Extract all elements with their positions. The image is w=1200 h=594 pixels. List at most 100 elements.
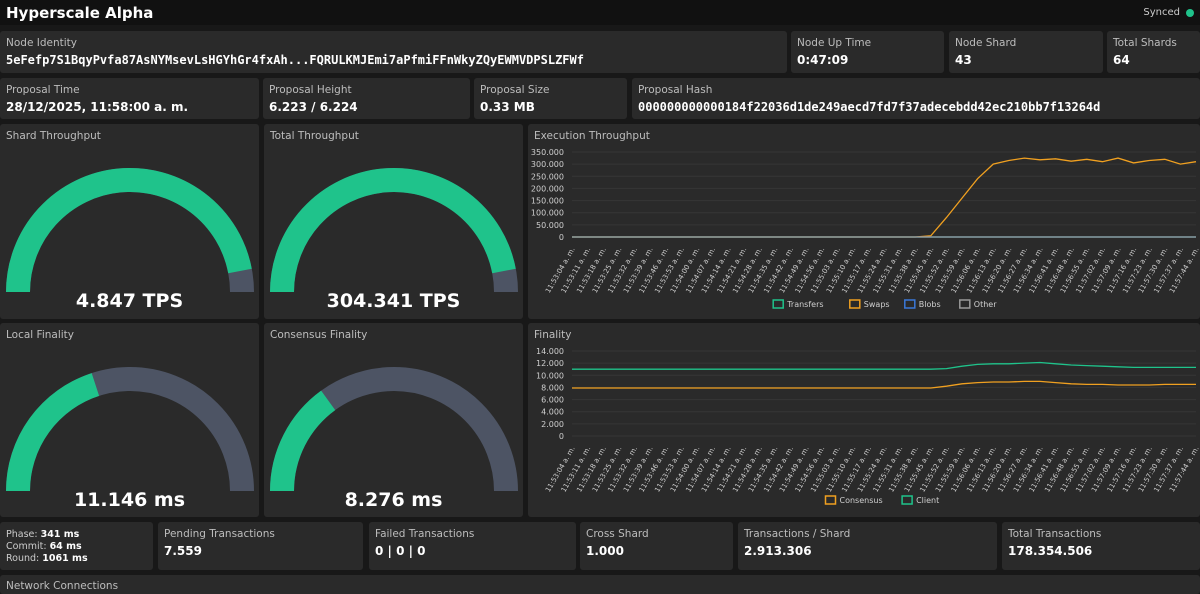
consensus-finality-label: Consensus Finality [270,329,368,341]
shard-throughput-value: 4.847 TPS [75,290,184,312]
y-tick-label: 100.000 [531,209,564,218]
gauge-fill [6,167,252,293]
commit-value: 64 ms [49,541,82,552]
cross-shard-label: Cross Shard [586,528,649,540]
shard-throughput-label: Shard Throughput [6,130,101,142]
legend-swatch [904,299,916,309]
sync-status: Synced [1143,7,1194,18]
y-tick-label: 8.000 [541,383,564,392]
proposal-time-value: 28/12/2025, 11:58:00 a. m. [6,100,189,114]
total-throughput-gauge [270,167,518,293]
total-transactions-panel: Total Transactions 178.354.506 [1002,522,1200,570]
execution-throughput-chart: 350.000 300.000 250.000 200.000 150.000 100.0… [531,148,1200,309]
y-tick-label: 0 [559,432,564,441]
y-tick-label: 150.000 [531,197,564,206]
y-tick-label: 12.000 [536,359,564,368]
round-value: 1061 ms [42,553,88,564]
top-bar: Hyperscale Alpha Synced [0,0,1200,25]
sync-status-dot-icon [1186,8,1194,17]
legend-label: Consensus [840,496,883,505]
node-up-time-panel: Node Up Time 0:47:09 [791,31,944,73]
y-tick-label: 10.000 [536,371,564,380]
commit-label: Commit: [6,541,47,552]
proposal-height-value: 6.223 / 6.224 [269,100,358,114]
sync-status-label: Synced [1143,7,1180,18]
total-shards-panel: Total Shards 64 [1107,31,1200,73]
legend-swatch [772,299,784,309]
series-line-client [572,361,1196,370]
series-line-consensus [572,380,1196,389]
phase-panel: Phase: 341 ms Commit: 64 ms Round: 1061 … [0,522,153,570]
y-tick-label: 2.000 [541,420,564,429]
phase-value: 341 ms [40,529,80,540]
y-tick-label: 250.000 [531,172,564,181]
proposal-size-panel: Proposal Size 0.33 MB [474,78,627,119]
pending-transactions-label: Pending Transactions [164,528,275,540]
total-shards-value: 64 [1113,53,1130,67]
pending-transactions-value: 7.559 [164,544,202,558]
network-connections-panel: Network Connections [0,575,1200,594]
legend-swatch [824,495,837,505]
execution-throughput-label: Execution Throughput [534,130,650,142]
commit-line: Commit: 64 ms [6,541,82,552]
cross-shard-value: 1.000 [586,544,624,558]
proposal-hash-label: Proposal Hash [638,84,713,96]
node-shard-label: Node Shard [955,37,1017,49]
node-identity-label: Node Identity [6,37,77,49]
proposal-size-label: Proposal Size [480,84,550,96]
consensus-finality-panel: Consensus Finality 8.276 ms [264,323,523,517]
finality-chart: 14.00012.00010.0008.0006.0004.0002.00001… [536,347,1200,505]
proposal-height-label: Proposal Height [269,84,352,96]
shard-throughput-panel: Shard Throughput 4.847 TPS [0,124,259,319]
proposal-size-value: 0.33 MB [480,100,535,114]
round-label: Round: [6,553,40,564]
y-tick-label: 200.000 [531,184,564,193]
gauge-fill [6,373,100,492]
finality-label: Finality [534,329,572,341]
tx-per-shard-value: 2.913.306 [744,544,812,558]
local-finality-panel: Local Finality 11.146 ms [0,323,259,517]
proposal-time-label: Proposal Time [6,84,80,96]
gauge-fill [270,167,516,293]
proposal-time-panel: Proposal Time 28/12/2025, 11:58:00 a. m. [0,78,259,119]
legend-label: Swaps [864,300,890,309]
legend-swatch [901,495,913,505]
total-throughput-panel: Total Throughput 304.341 TPS [264,124,523,319]
total-transactions-value: 178.354.506 [1008,544,1093,558]
tx-per-shard-panel: Transactions / Shard 2.913.306 [738,522,997,570]
failed-transactions-label: Failed Transactions [375,528,475,540]
node-up-time-value: 0:47:09 [797,53,849,67]
local-finality-gauge [6,367,254,492]
consensus-finality-value: 8.276 ms [344,489,443,511]
finality-panel: Finality 14.000 12.000 10.000 8.000 6.000 4.0… [528,323,1200,517]
legend-label: Blobs [919,300,941,309]
failed-transactions-panel: Failed Transactions 0 | 0 | 0 [369,522,576,570]
node-shard-value: 43 [955,53,972,67]
tx-per-shard-label: Transactions / Shard [744,528,851,540]
node-identity-value: 5eFefp7S1BqyPvfa87AsNYMsevLsHGYhGr4fxAh.… [6,53,584,67]
y-tick-label: 14.000 [536,347,564,356]
legend-swatch [849,299,861,309]
consensus-finality-gauge [270,367,518,492]
total-transactions-label: Total Transactions [1008,528,1102,540]
y-tick-label: 300.000 [531,160,564,169]
execution-throughput-panel: Execution Throughput 350.000 300.000 250.0… [528,124,1200,319]
legend-swatch [959,299,971,309]
legend-label: Other [974,300,997,309]
y-tick-label: 350.000 [531,148,564,157]
node-identity-panel: Node Identity 5eFefp7S1BqyPvfa87AsNYMsev… [0,31,787,73]
shard-throughput-gauge [6,167,254,293]
node-up-time-label: Node Up Time [797,37,872,49]
total-shards-label: Total Shards [1113,37,1177,49]
cross-shard-panel: Cross Shard 1.000 [580,522,733,570]
legend-label: Client [916,496,939,505]
network-connections-label: Network Connections [6,580,119,592]
y-tick-label: 4.000 [541,408,564,417]
pending-transactions-panel: Pending Transactions 7.559 [158,522,363,570]
node-shard-panel: Node Shard 43 [949,31,1103,73]
legend-label: Transfers [786,300,823,309]
failed-transactions-value: 0 | 0 | 0 [375,544,426,558]
total-throughput-label: Total Throughput [270,130,359,142]
proposal-hash-value: 000000000000184f22036d1de249aecd7fd7f37a… [638,100,1101,114]
